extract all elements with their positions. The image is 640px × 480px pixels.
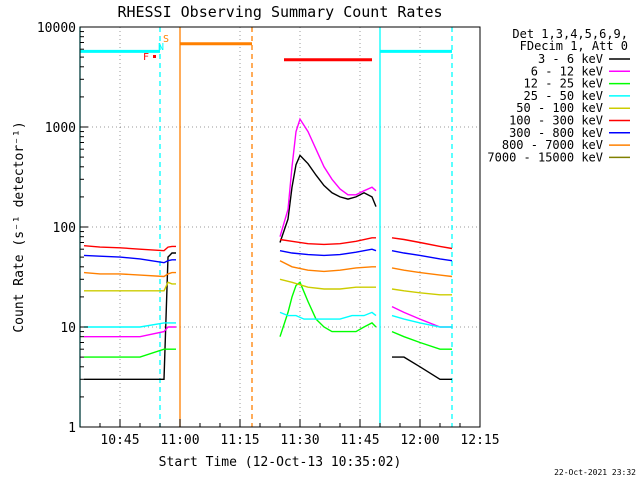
series-line xyxy=(84,322,176,328)
series-line xyxy=(279,154,377,243)
series-line xyxy=(391,314,452,328)
flag-marker-dot xyxy=(153,55,156,58)
series-line xyxy=(83,245,176,252)
legend-label: 800 - 7000 keV xyxy=(502,138,603,152)
series-line xyxy=(83,254,176,264)
series-line xyxy=(391,288,452,296)
legend-header-line-1: Det 1,3,4,5,6,9, xyxy=(512,27,628,41)
series-line xyxy=(83,271,176,278)
series-line xyxy=(279,237,376,246)
series-line xyxy=(279,281,377,337)
legend-label: 50 - 100 keV xyxy=(516,101,603,115)
y-tick-label: 1 xyxy=(68,421,76,436)
x-tick-label: 11:15 xyxy=(220,433,259,448)
legend-label: 12 - 25 keV xyxy=(524,77,603,91)
series-line xyxy=(84,281,176,292)
series-line xyxy=(391,330,452,350)
legend-header-line-2: FDecim 1, Att 0 xyxy=(520,39,628,53)
series-line xyxy=(279,117,377,237)
flag-marker-n: N xyxy=(158,42,164,53)
series-line xyxy=(279,311,377,320)
y-axis-label: Count Rate (s⁻¹ detector⁻¹) xyxy=(12,121,27,332)
flag-marker-f: F xyxy=(143,52,149,63)
y-tick-label: 100 xyxy=(53,221,76,236)
chart-title: RHESSI Observing Summary Count Rates xyxy=(117,3,442,21)
y-tick-label: 1000 xyxy=(45,121,76,136)
series-line xyxy=(391,267,453,278)
legend-label: 3 - 6 keV xyxy=(538,52,603,66)
legend-label: 100 - 300 keV xyxy=(509,114,603,128)
x-axis-label: Start Time (12-Oct-13 10:35:02) xyxy=(159,455,402,470)
legend: Det 1,3,4,5,6,9, FDecim 1, Att 0 3 - 6 k… xyxy=(487,27,630,164)
legend-label: 6 - 12 keV xyxy=(531,64,603,78)
y-tick-label: 10 xyxy=(60,321,76,336)
series-lines xyxy=(83,117,453,380)
y-axis-ticks: 1 10 100 1000 10000 xyxy=(37,21,88,436)
flag-markers: FNS xyxy=(143,34,169,63)
x-tick-label: 12:00 xyxy=(400,433,439,448)
y-tick-label: 10000 xyxy=(37,21,76,36)
legend-label: 300 - 800 keV xyxy=(509,126,603,140)
series-line xyxy=(84,252,176,380)
x-tick-label: 10:45 xyxy=(100,433,139,448)
series-line xyxy=(84,326,176,338)
flag-marker-s: S xyxy=(163,34,169,45)
x-tick-label: 11:00 xyxy=(160,433,199,448)
status-bars xyxy=(80,42,452,62)
x-tick-label: 12:15 xyxy=(460,433,499,448)
series-line xyxy=(84,348,176,358)
footer-date: 22-Oct-2021 23:32 xyxy=(554,468,636,477)
legend-label: 25 - 50 keV xyxy=(524,89,603,103)
x-tick-label: 11:45 xyxy=(340,433,379,448)
legend-label: 7000 - 15000 keV xyxy=(487,150,603,164)
series-line xyxy=(279,248,377,257)
series-line xyxy=(391,237,453,250)
x-axis-ticks: 10:45 11:00 11:15 11:30 11:45 12:00 12:15 xyxy=(79,419,500,448)
series-line xyxy=(279,278,376,290)
series-line xyxy=(279,260,376,273)
series-line xyxy=(392,356,452,380)
series-line xyxy=(391,250,453,262)
x-tick-label: 11:30 xyxy=(280,433,319,448)
